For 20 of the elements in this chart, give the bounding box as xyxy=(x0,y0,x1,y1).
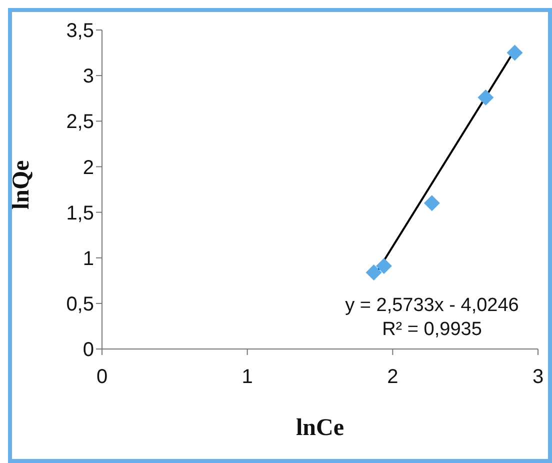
point xyxy=(424,195,440,212)
y-tick-label: 0,5 xyxy=(66,294,94,316)
annotation: y = 2,5733x - 4,0246 xyxy=(344,294,520,318)
y-tick-label: 1,5 xyxy=(66,202,94,224)
y-axis-title: lnQe xyxy=(8,160,35,210)
y-tick-label: 3 xyxy=(82,66,94,88)
point xyxy=(478,89,494,106)
x-tick-label: 3 xyxy=(532,366,544,388)
y-tick-label: 1 xyxy=(82,248,94,270)
point xyxy=(376,258,392,274)
annotation: R² = 0,9935 xyxy=(381,318,483,342)
y-tick-label: 0 xyxy=(82,339,94,362)
y-tick-label: 2 xyxy=(82,156,94,179)
y-tick-label: 2,5 xyxy=(66,111,94,134)
point xyxy=(506,44,523,61)
x-tick-label: 2 xyxy=(387,366,398,388)
x-tick-label: 1 xyxy=(242,366,253,388)
x-axis-title: lnCe xyxy=(296,415,344,441)
point xyxy=(366,264,382,280)
y-tick-label: 3,5 xyxy=(66,20,94,42)
